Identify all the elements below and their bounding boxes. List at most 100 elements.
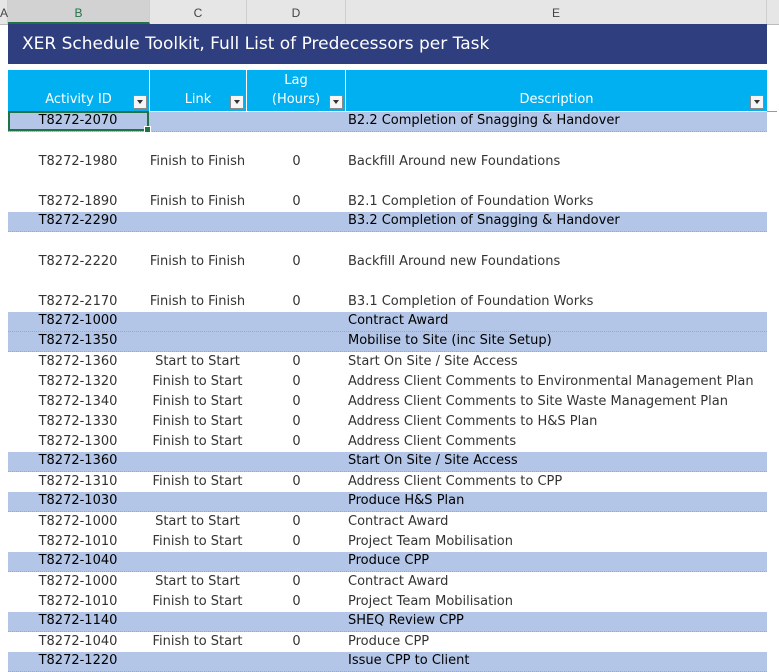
- link-cell[interactable]: Finish to Start: [152, 374, 243, 389]
- predecessor-row[interactable]: T8272-2170 Finish to Finish 0 B3.1 Completi…: [8, 272, 767, 312]
- description-cell[interactable]: Start On Site / Site Access: [348, 453, 518, 468]
- activity-id-cell[interactable]: T8272-1360: [38, 354, 118, 369]
- column-header-a[interactable]: A: [0, 0, 8, 24]
- predecessor-row[interactable]: T8272-1890 Finish to Finish 0 B2.1 Completi…: [8, 172, 767, 212]
- link-cell[interactable]: Finish to Finish: [149, 194, 246, 209]
- activity-id-cell[interactable]: T8272-1340: [38, 394, 118, 409]
- predecessor-row[interactable]: T8272-1300 Finish to Start 0 Address Client…: [8, 432, 767, 452]
- activity-id-cell[interactable]: T8272-1000: [38, 514, 118, 529]
- activity-id-cell[interactable]: T8272-1350: [38, 333, 118, 348]
- lag-cell[interactable]: 0: [292, 254, 301, 269]
- predecessor-row[interactable]: T8272-1000 Start to Start 0 Contract Award: [8, 512, 767, 532]
- activity-id-cell[interactable]: T8272-1890: [38, 194, 118, 209]
- predecessor-row[interactable]: T8272-1000 Start to Start 0 Contract Award: [8, 572, 767, 592]
- task-row[interactable]: T8272-2070 B2.2 Completion of Snagging & …: [8, 112, 767, 132]
- description-cell[interactable]: Produce H&S Plan: [348, 493, 465, 508]
- predecessor-row[interactable]: T8272-1330 Finish to Start 0 Address Client…: [8, 412, 767, 432]
- lag-cell[interactable]: 0: [292, 154, 301, 169]
- activity-id-cell[interactable]: T8272-1220: [38, 653, 118, 668]
- filter-dropdown-icon[interactable]: [750, 95, 764, 109]
- link-cell[interactable]: Start to Start: [155, 514, 240, 529]
- description-cell[interactable]: Project Team Mobilisation: [348, 594, 514, 609]
- predecessor-row[interactable]: T8272-1010 Finish to Start 0 Project Team M…: [8, 532, 767, 552]
- activity-id-cell[interactable]: T8272-2290: [38, 213, 118, 228]
- lag-cell[interactable]: 0: [292, 514, 301, 529]
- column-header-d[interactable]: D: [247, 0, 346, 24]
- description-cell[interactable]: Address Client Comments to Environmental…: [348, 374, 754, 389]
- link-cell[interactable]: Start to Start: [155, 574, 240, 589]
- lag-cell[interactable]: 0: [292, 534, 301, 549]
- lag-cell[interactable]: 0: [292, 474, 301, 489]
- description-cell[interactable]: Contract Award: [348, 313, 449, 328]
- description-cell[interactable]: Address Client Comments to Site Waste Ma…: [348, 394, 728, 409]
- task-row[interactable]: T8272-2290 B3.2 Completion of Snagging & …: [8, 212, 767, 232]
- description-cell[interactable]: Contract Award: [348, 514, 449, 529]
- activity-id-cell[interactable]: T8272-2170: [38, 294, 118, 309]
- activity-id-cell[interactable]: T8272-1000: [38, 313, 118, 328]
- description-cell[interactable]: Issue CPP to Client: [348, 653, 470, 668]
- predecessor-row[interactable]: T8272-1040 Finish to Start 0 Produce CPP: [8, 632, 767, 652]
- task-row[interactable]: T8272-1030 Produce H&S Plan: [8, 492, 767, 512]
- activity-id-cell[interactable]: T8272-1040: [38, 553, 118, 568]
- activity-id-cell[interactable]: T8272-2220: [38, 254, 118, 269]
- task-row[interactable]: T8272-1220 Issue CPP to Client: [8, 652, 767, 672]
- description-cell[interactable]: Mobilise to Site (inc Site Setup): [348, 333, 552, 348]
- description-cell[interactable]: B3.2 Completion of Snagging & Handover: [348, 213, 620, 228]
- link-cell[interactable]: Finish to Start: [152, 594, 243, 609]
- activity-id-cell[interactable]: T8272-1300: [38, 434, 118, 449]
- link-cell[interactable]: Finish to Start: [152, 434, 243, 449]
- activity-id-cell[interactable]: T8272-1140: [38, 613, 118, 628]
- task-row[interactable]: T8272-1140 SHEQ Review CPP: [8, 612, 767, 632]
- activity-id-cell[interactable]: T8272-1320: [38, 374, 118, 389]
- description-cell[interactable]: Start On Site / Site Access: [348, 354, 518, 369]
- description-cell[interactable]: B3.1 Completion of Foundation Works: [348, 294, 594, 309]
- description-cell[interactable]: Address Client Comments: [348, 434, 517, 449]
- predecessor-row[interactable]: T8272-1980 Finish to Finish 0 Backfill Arou…: [8, 132, 767, 172]
- lag-cell[interactable]: 0: [292, 354, 301, 369]
- filter-dropdown-icon[interactable]: [230, 95, 244, 109]
- activity-id-cell[interactable]: T8272-1010: [38, 534, 118, 549]
- description-cell[interactable]: Backfill Around new Foundations: [348, 154, 561, 169]
- predecessor-row[interactable]: T8272-1360 Start to Start 0 Start On Site /…: [8, 352, 767, 372]
- lag-cell[interactable]: 0: [292, 434, 301, 449]
- task-row[interactable]: T8272-1040 Produce CPP: [8, 552, 767, 572]
- link-cell[interactable]: Finish to Start: [152, 394, 243, 409]
- link-cell[interactable]: Finish to Finish: [149, 154, 246, 169]
- filter-dropdown-icon[interactable]: [329, 95, 343, 109]
- lag-cell[interactable]: 0: [292, 374, 301, 389]
- description-cell[interactable]: Project Team Mobilisation: [348, 534, 514, 549]
- lag-cell[interactable]: 0: [292, 414, 301, 429]
- predecessor-row[interactable]: T8272-1320 Finish to Start 0 Address Client…: [8, 372, 767, 392]
- activity-id-cell[interactable]: T8272-1010: [38, 594, 118, 609]
- task-row[interactable]: T8272-1000 Contract Award: [8, 312, 767, 332]
- activity-id-cell[interactable]: T8272-1030: [38, 493, 118, 508]
- description-cell[interactable]: B2.1 Completion of Foundation Works: [348, 194, 594, 209]
- description-cell[interactable]: Address Client Comments to CPP: [348, 474, 563, 489]
- filter-dropdown-icon[interactable]: [133, 95, 147, 109]
- lag-cell[interactable]: 0: [292, 294, 301, 309]
- link-cell[interactable]: Finish to Start: [152, 534, 243, 549]
- column-header-c[interactable]: C: [150, 0, 247, 24]
- activity-id-cell[interactable]: T8272-1330: [38, 414, 118, 429]
- column-header-e[interactable]: E: [346, 0, 767, 24]
- link-cell[interactable]: Finish to Start: [152, 634, 243, 649]
- lag-cell[interactable]: 0: [292, 594, 301, 609]
- lag-cell[interactable]: 0: [292, 634, 301, 649]
- activity-id-cell[interactable]: T8272-1360: [38, 453, 118, 468]
- link-cell[interactable]: Start to Start: [155, 354, 240, 369]
- description-cell[interactable]: Produce CPP: [348, 634, 430, 649]
- predecessor-row[interactable]: T8272-1340 Finish to Start 0 Address Client…: [8, 392, 767, 412]
- column-header-b[interactable]: B: [8, 0, 150, 24]
- link-cell[interactable]: Finish to Finish: [149, 254, 246, 269]
- description-cell[interactable]: Address Client Comments to H&S Plan: [348, 414, 598, 429]
- activity-id-cell[interactable]: T8272-1040: [38, 634, 118, 649]
- activity-id-cell[interactable]: T8272-1000: [38, 574, 118, 589]
- link-cell[interactable]: Finish to Start: [152, 474, 243, 489]
- activity-id-cell[interactable]: T8272-2070: [38, 113, 118, 128]
- description-cell[interactable]: B2.2 Completion of Snagging & Handover: [348, 113, 620, 128]
- description-cell[interactable]: Backfill Around new Foundations: [348, 254, 561, 269]
- lag-cell[interactable]: 0: [292, 574, 301, 589]
- description-cell[interactable]: Contract Award: [348, 574, 449, 589]
- task-row[interactable]: T8272-1360 Start On Site / Site Access: [8, 452, 767, 472]
- lag-cell[interactable]: 0: [292, 194, 301, 209]
